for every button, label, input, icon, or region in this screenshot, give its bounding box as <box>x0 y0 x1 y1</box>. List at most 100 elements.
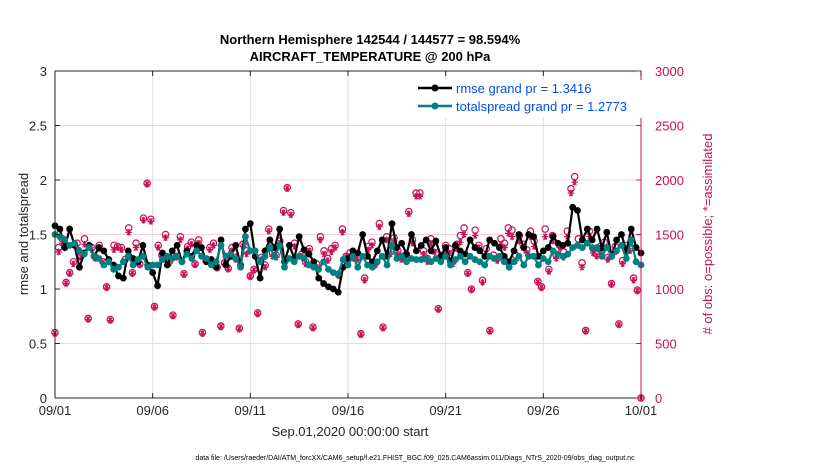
totalspread-point <box>242 233 249 241</box>
totalspread-point <box>207 261 215 269</box>
totalspread-point <box>85 244 93 251</box>
assimilated-obs-marker <box>132 244 140 251</box>
assimilated-obs-marker <box>317 236 324 244</box>
rmse-point <box>588 236 596 244</box>
rmse-point <box>173 242 181 249</box>
totalspread-point <box>325 265 332 273</box>
assimilated-obs-marker <box>55 248 62 256</box>
rmse-point <box>598 244 606 251</box>
totalspread-point <box>76 247 83 255</box>
totalspread-point <box>452 256 459 263</box>
totalspread-point <box>466 252 474 260</box>
rmse-point <box>398 239 406 247</box>
assimilated-obs-marker <box>339 229 346 236</box>
x-tick-label: 09/16 <box>332 403 365 418</box>
totalspread-point <box>95 255 103 262</box>
rmse-point <box>544 244 552 251</box>
assimilated-obs-marker <box>486 328 494 335</box>
assimilated-obs-marker <box>129 270 136 278</box>
rmse-point <box>217 236 225 244</box>
legend: rmse grand pr = 1.3416 totalspread grand… <box>414 80 644 118</box>
totalspread-point <box>251 247 259 255</box>
rmse-point <box>242 225 249 233</box>
assimilated-obs-marker <box>479 279 486 286</box>
y-tick-label: 1.5 <box>29 228 47 243</box>
totalspread-point <box>398 252 406 260</box>
chart-title: Northern Hemisphere 142544 / 144577 = 98… <box>220 32 521 47</box>
assimilated-obs-marker <box>427 239 435 247</box>
assimilated-obs-marker <box>106 317 114 324</box>
totalspread-point <box>266 244 274 251</box>
x-tick-label: 09/26 <box>527 403 560 418</box>
rmse-point <box>198 244 205 251</box>
assimilated-obs-marker <box>103 284 110 292</box>
rmse-point <box>378 236 386 244</box>
assimilated-obs-marker <box>538 284 545 292</box>
assimilated-obs-marker <box>582 328 590 335</box>
rmse-point <box>139 242 147 249</box>
rmse-point <box>476 247 484 255</box>
totalspread-point <box>598 252 606 260</box>
totalspread-point <box>281 263 288 271</box>
y-tick-label: 3 <box>40 64 47 79</box>
rmse-point <box>76 263 83 271</box>
assimilated-obs-marker <box>457 238 464 246</box>
assimilated-obs-marker <box>630 276 637 284</box>
assimilated-obs-marker <box>250 267 258 274</box>
assimilated-obs-marker <box>162 234 169 242</box>
totalspread-point <box>588 244 596 251</box>
rmse-point <box>149 269 157 277</box>
assimilated-obs-marker <box>210 242 217 249</box>
rmse-point <box>574 207 581 214</box>
rmse-point <box>256 274 264 282</box>
totalspread-point <box>237 263 244 271</box>
totalspread-point <box>159 256 166 263</box>
rmse-point <box>95 244 103 251</box>
rmse-point <box>369 258 376 266</box>
totalspread-point <box>290 258 298 266</box>
assimilated-obs-marker <box>309 324 317 332</box>
totalspread-point <box>149 261 157 269</box>
totalspread-point <box>339 256 347 263</box>
rmse-point <box>276 225 284 233</box>
totalspread-point <box>442 252 450 260</box>
totalspread-point <box>456 252 464 260</box>
totalspread-point <box>119 258 127 266</box>
totalspread-point <box>134 256 142 263</box>
assimilated-obs-marker <box>541 233 549 240</box>
assimilated-obs-marker <box>243 250 250 258</box>
totalspread-point <box>100 261 108 269</box>
totalspread-point <box>256 258 264 266</box>
rmse-point <box>427 247 435 255</box>
assimilated-obs-marker <box>265 227 273 235</box>
rmse-point <box>232 242 240 249</box>
x-tick-label: 09/11 <box>235 403 267 418</box>
rmse-point <box>300 246 308 254</box>
totalspread-point <box>300 255 308 262</box>
totalspread-point <box>227 250 235 258</box>
totalspread-point <box>510 258 518 266</box>
assimilated-obs-marker <box>320 250 328 258</box>
totalspread-point <box>603 244 611 251</box>
rmse-point <box>320 280 327 287</box>
assimilated-obs-marker <box>247 273 254 281</box>
rmse-point <box>432 237 440 245</box>
totalspread-point <box>583 239 591 247</box>
rmse-point <box>491 239 498 247</box>
assimilated-obs-marker <box>405 210 413 218</box>
rmse-point <box>486 236 494 244</box>
assimilated-obs-marker <box>140 217 147 224</box>
totalspread-point <box>217 242 225 249</box>
y2-tick-label: 3000 <box>655 64 684 79</box>
totalspread-point <box>422 255 430 262</box>
totalspread-point <box>530 252 537 260</box>
totalspread-point <box>320 258 327 266</box>
rmse-point <box>408 231 415 238</box>
totalspread-point <box>403 258 410 266</box>
assimilated-obs-marker <box>143 181 151 188</box>
totalspread-point <box>461 258 469 266</box>
totalspread-point <box>447 261 454 269</box>
assimilated-obs-marker <box>283 185 291 193</box>
assimilated-obs-marker <box>589 249 597 257</box>
assimilated-obs-marker <box>118 246 125 254</box>
